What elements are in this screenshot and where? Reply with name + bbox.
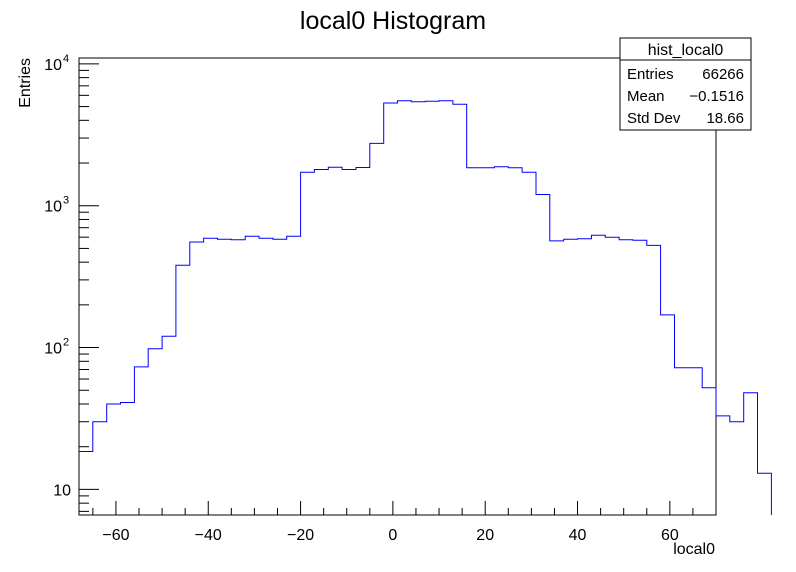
chart-title: local0 Histogram bbox=[300, 7, 486, 35]
x-axis-label: local0 bbox=[673, 541, 715, 558]
x-tick-label: 0 bbox=[388, 527, 397, 544]
x-tick-label: 40 bbox=[569, 527, 587, 544]
stats-box-frame bbox=[619, 37, 752, 131]
y-tick-label: 10 bbox=[44, 199, 62, 216]
x-tick-label: −40 bbox=[195, 527, 222, 544]
x-axis-ticks: −60 −40 −20 0 20 40 60 bbox=[92, 501, 717, 544]
stats-stddev-value: 18.66 bbox=[706, 110, 744, 127]
y-tick-exponent: 2 bbox=[63, 337, 69, 349]
y-tick-label: 10 bbox=[44, 57, 62, 74]
x-tick-label: −20 bbox=[287, 527, 314, 544]
histogram-line bbox=[79, 100, 772, 515]
y-tick-exponent: 3 bbox=[63, 195, 69, 207]
x-tick-label: −60 bbox=[102, 527, 129, 544]
stats-mean-label: Mean bbox=[627, 88, 665, 105]
stats-box: hist_local0 Entries 66266 Mean −0.1516 S… bbox=[619, 37, 752, 131]
x-tick-label: 20 bbox=[476, 527, 494, 544]
stats-mean-value: −0.1516 bbox=[689, 88, 744, 105]
y-tick-exponent: 4 bbox=[63, 53, 69, 65]
plot-frame bbox=[78, 57, 717, 516]
stats-entries-value: 66266 bbox=[702, 66, 744, 83]
stats-stddev-label: Std Dev bbox=[627, 110, 681, 127]
y-tick-label: 10 bbox=[44, 341, 62, 358]
x-tick-label: 60 bbox=[661, 527, 679, 544]
stats-box-title: hist_local0 bbox=[648, 42, 724, 59]
y-axis-label: Entries bbox=[17, 58, 34, 108]
y-tick-label: 10 bbox=[53, 482, 71, 499]
stats-entries-label: Entries bbox=[627, 66, 674, 83]
